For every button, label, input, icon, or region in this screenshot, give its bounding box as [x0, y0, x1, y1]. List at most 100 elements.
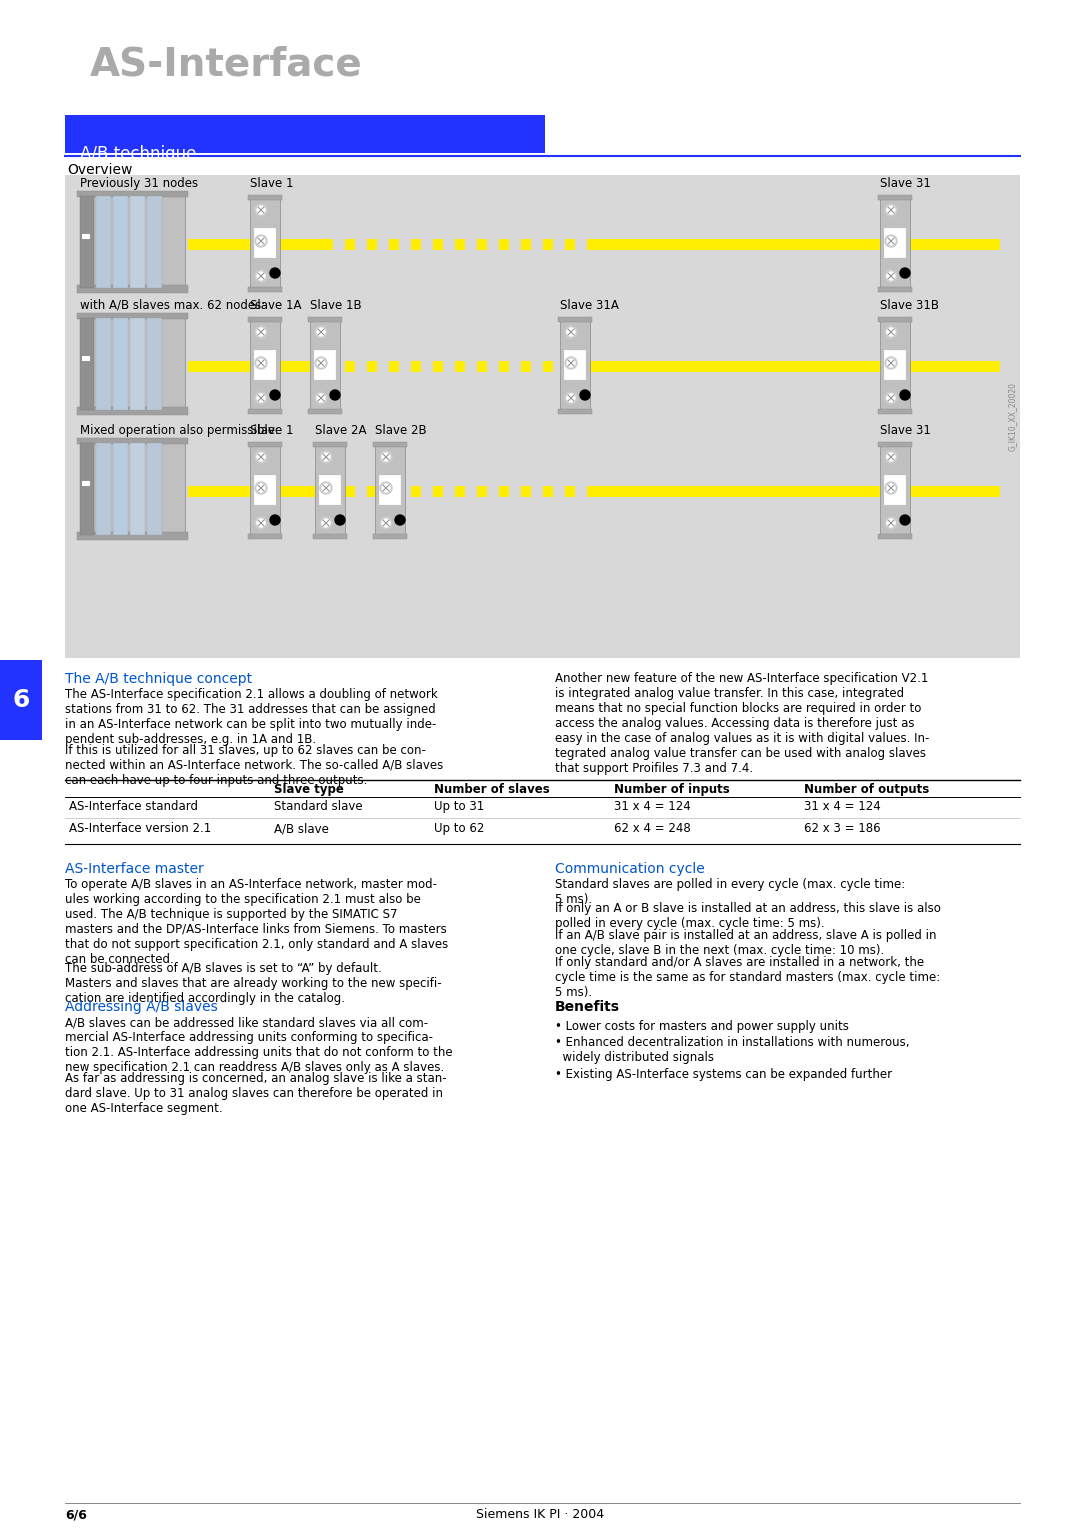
Circle shape	[887, 206, 895, 214]
Bar	[487, 238, 499, 251]
Circle shape	[255, 270, 267, 283]
Text: 31 x 4 = 124: 31 x 4 = 124	[804, 801, 881, 813]
Bar	[885, 475, 906, 504]
Circle shape	[255, 235, 267, 248]
Circle shape	[270, 267, 280, 278]
Bar	[249, 445, 280, 535]
Circle shape	[330, 390, 340, 400]
Bar	[96, 318, 111, 410]
Text: The sub-address of A/B slaves is set to “A” by default.: The sub-address of A/B slaves is set to …	[65, 963, 381, 975]
Bar	[147, 443, 162, 535]
Bar	[333, 486, 345, 497]
Circle shape	[322, 452, 330, 461]
Bar	[575, 361, 588, 371]
Text: Slave 31: Slave 31	[880, 423, 931, 437]
Circle shape	[567, 359, 575, 367]
Bar	[558, 316, 592, 322]
Circle shape	[887, 272, 895, 280]
Circle shape	[885, 235, 897, 248]
Circle shape	[885, 358, 897, 368]
Circle shape	[885, 205, 897, 215]
Text: Slave 31A: Slave 31A	[561, 299, 619, 312]
Text: Slave type: Slave type	[274, 782, 343, 796]
Text: AS-Interface version 2.1: AS-Interface version 2.1	[69, 822, 212, 834]
Bar	[77, 191, 188, 197]
Text: 6/6: 6/6	[65, 1508, 86, 1520]
Circle shape	[318, 359, 325, 367]
Bar	[308, 410, 342, 414]
Bar	[878, 196, 912, 200]
Circle shape	[257, 272, 265, 280]
Bar	[878, 410, 912, 414]
Bar	[77, 406, 188, 416]
Circle shape	[255, 358, 267, 368]
Text: Another new feature of the new AS-Interface specification V2.1
is integrated ana: Another new feature of the new AS-Interf…	[555, 672, 930, 775]
Bar	[248, 196, 282, 200]
Bar	[310, 319, 340, 410]
Text: Up to 62: Up to 62	[434, 822, 484, 834]
Text: Slave 2B: Slave 2B	[375, 423, 427, 437]
Text: • Existing AS-Interface systems can be expanded further: • Existing AS-Interface systems can be e…	[555, 1068, 892, 1080]
Text: 6: 6	[12, 688, 29, 712]
Circle shape	[382, 452, 390, 461]
Bar	[147, 318, 162, 410]
Text: Addressing A/B slaves: Addressing A/B slaves	[65, 999, 218, 1015]
Bar	[248, 533, 282, 539]
Text: If this is utilized for all 31 slaves, up to 62 slaves can be con-
nected within: If this is utilized for all 31 slaves, u…	[65, 744, 443, 787]
Text: Siemens IK PI · 2004: Siemens IK PI · 2004	[476, 1508, 604, 1520]
Text: Number of inputs: Number of inputs	[615, 782, 730, 796]
Bar	[561, 319, 590, 410]
Bar	[249, 199, 280, 287]
Text: Number of slaves: Number of slaves	[434, 782, 550, 796]
Text: Slave 1: Slave 1	[249, 423, 294, 437]
Circle shape	[255, 516, 267, 529]
Bar	[82, 234, 90, 238]
Circle shape	[885, 516, 897, 529]
Text: If only an A or B slave is installed at an address, this slave is also
polled in: If only an A or B slave is installed at …	[555, 902, 941, 931]
Bar	[77, 286, 188, 293]
Bar	[80, 440, 185, 538]
Text: The A/B technique concept: The A/B technique concept	[65, 672, 252, 686]
Text: Slave 1A: Slave 1A	[249, 299, 301, 312]
Bar	[355, 361, 367, 371]
Text: Slave 1B: Slave 1B	[310, 299, 362, 312]
Text: If an A/B slave pair is installed at an address, slave A is polled in
one cycle,: If an A/B slave pair is installed at an …	[555, 929, 936, 957]
Bar	[188, 486, 1000, 497]
Circle shape	[382, 520, 390, 527]
Circle shape	[885, 451, 897, 463]
Bar	[564, 350, 586, 380]
Bar	[885, 350, 906, 380]
Bar	[373, 442, 407, 448]
Circle shape	[257, 484, 265, 492]
Bar	[80, 193, 185, 290]
Text: Standard slaves are polled in every cycle (max. cycle time:
5 ms).: Standard slaves are polled in every cycl…	[555, 879, 905, 906]
Circle shape	[887, 484, 895, 492]
Circle shape	[565, 358, 577, 368]
Bar	[377, 486, 389, 497]
Circle shape	[318, 394, 325, 402]
Bar	[531, 361, 543, 371]
Bar	[575, 238, 588, 251]
Bar	[355, 486, 367, 497]
Bar	[77, 439, 188, 445]
Bar	[558, 410, 592, 414]
Circle shape	[257, 452, 265, 461]
Bar	[399, 486, 411, 497]
Bar	[188, 361, 1000, 371]
Circle shape	[255, 325, 267, 338]
Text: Up to 31: Up to 31	[434, 801, 484, 813]
Circle shape	[257, 394, 265, 402]
Bar	[113, 443, 129, 535]
Bar	[130, 196, 145, 287]
Text: Slave 31: Slave 31	[880, 177, 931, 189]
Text: Previously 31 nodes: Previously 31 nodes	[80, 177, 198, 189]
Bar	[377, 361, 389, 371]
Circle shape	[380, 516, 392, 529]
Circle shape	[255, 205, 267, 215]
Text: G_IK10_XX_20020: G_IK10_XX_20020	[1008, 382, 1016, 451]
Bar	[248, 410, 282, 414]
Text: • Enhanced decentralization in installations with numerous,
  widely distributed: • Enhanced decentralization in installat…	[555, 1036, 909, 1063]
Bar	[553, 361, 565, 371]
Bar	[248, 287, 282, 292]
Circle shape	[255, 393, 267, 403]
